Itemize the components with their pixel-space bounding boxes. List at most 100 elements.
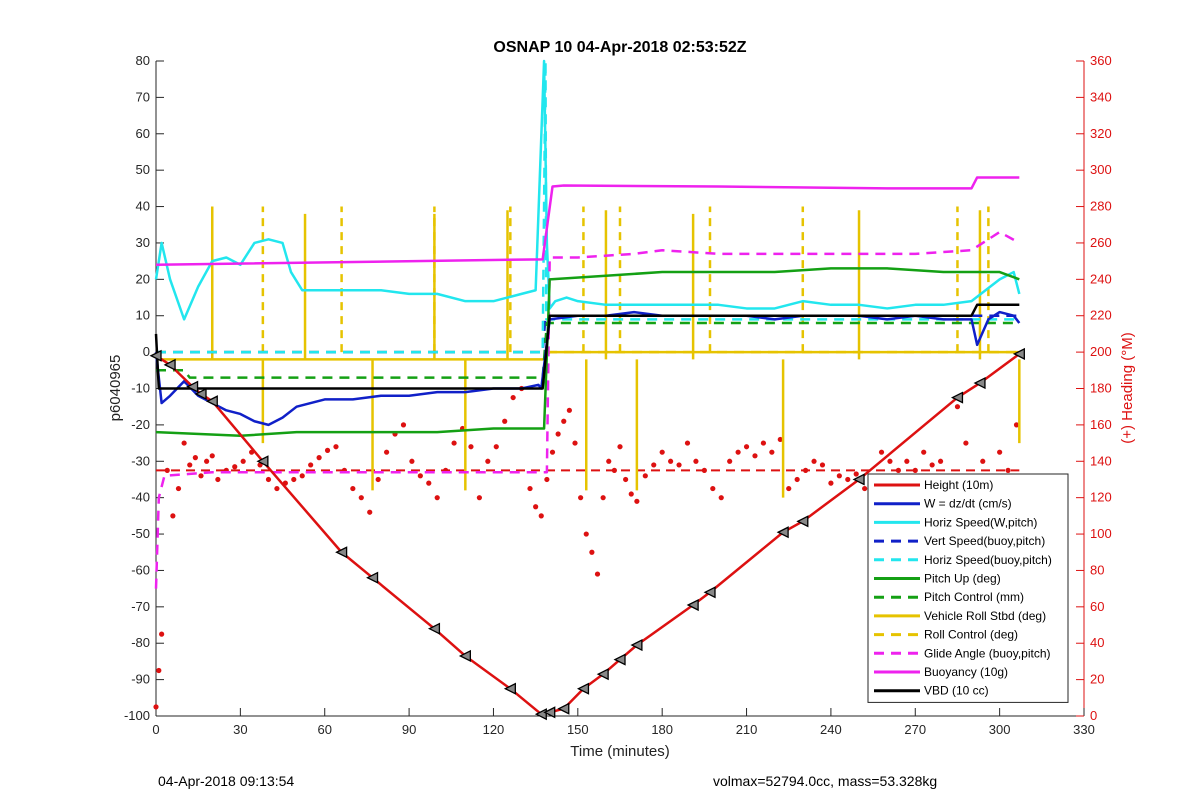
legend-label: Vehicle Roll Stbd (deg) bbox=[924, 609, 1046, 623]
heading-point bbox=[600, 495, 606, 501]
y2-tick-label: 340 bbox=[1090, 89, 1112, 104]
heading-point bbox=[651, 462, 657, 468]
heading-point bbox=[409, 458, 415, 464]
heading-point bbox=[566, 407, 572, 413]
heading-point bbox=[623, 476, 629, 483]
y2-tick-label: 80 bbox=[1090, 562, 1104, 577]
heading-point bbox=[159, 631, 165, 637]
y-tick-label: 50 bbox=[136, 162, 150, 177]
y2-tick-label: 0 bbox=[1090, 708, 1097, 723]
heading-point bbox=[232, 464, 238, 470]
legend: Height (10m) W = dz/dt (cm/s) Horiz Speed(… bbox=[867, 473, 1069, 703]
heading-point bbox=[476, 495, 482, 501]
y-tick-label: 0 bbox=[143, 344, 150, 359]
heading-point bbox=[589, 549, 595, 555]
y-tick-label: -40 bbox=[131, 490, 150, 505]
height-marker bbox=[973, 376, 986, 390]
heading-point bbox=[642, 473, 648, 479]
height-marker bbox=[205, 395, 218, 408]
heading-point bbox=[156, 667, 162, 674]
heading-point bbox=[693, 458, 699, 464]
height-marker bbox=[1012, 347, 1025, 360]
chart: 0 30 60 90 120 150 180 210 240 270 300 330-100-90-8… bbox=[107, 39, 1136, 760]
series-pitch-up-deg bbox=[155, 267, 1020, 438]
heading-point bbox=[383, 449, 390, 455]
heading-point bbox=[954, 404, 961, 410]
y2-tick-label: 360 bbox=[1090, 53, 1112, 68]
heading-point bbox=[794, 476, 800, 483]
heading-point bbox=[676, 462, 682, 468]
heading-point bbox=[538, 513, 544, 519]
y-tick-label: 80 bbox=[136, 53, 150, 68]
height-marker bbox=[366, 571, 379, 584]
heading-point bbox=[853, 471, 859, 477]
series-glide-angle-buoy-pitch bbox=[154, 230, 1020, 589]
heading-point bbox=[718, 495, 724, 501]
heading-point bbox=[937, 458, 944, 464]
heading-point bbox=[485, 458, 491, 464]
height-marker bbox=[503, 682, 516, 695]
heading-point bbox=[727, 458, 733, 464]
heading-point bbox=[324, 447, 331, 453]
heading-point bbox=[878, 449, 885, 455]
height-marker bbox=[703, 586, 716, 599]
y-tick-label: -10 bbox=[131, 381, 150, 396]
heading-point bbox=[502, 418, 508, 424]
y-tick-label: -60 bbox=[131, 562, 150, 577]
heading-point bbox=[743, 444, 750, 450]
heading-point bbox=[594, 571, 601, 577]
heading-point bbox=[572, 440, 578, 446]
height-marker bbox=[149, 349, 162, 362]
y2-tick-label: 300 bbox=[1090, 162, 1112, 177]
legend-label: Glide Angle (buoy,pitch) bbox=[924, 646, 1051, 660]
heading-point bbox=[198, 473, 204, 479]
heading-point bbox=[828, 480, 834, 486]
height-marker bbox=[613, 653, 626, 666]
height-marker bbox=[543, 706, 556, 719]
y2-tick-label: 140 bbox=[1090, 453, 1112, 468]
height-marker bbox=[427, 622, 441, 635]
heading-point bbox=[980, 458, 986, 464]
series-height-10m bbox=[155, 352, 1021, 716]
heading-point bbox=[583, 531, 589, 537]
series-buoyancy-10g bbox=[155, 176, 1020, 267]
x-tick-label: 210 bbox=[736, 722, 758, 737]
heading-point bbox=[170, 513, 176, 519]
heading-point bbox=[510, 394, 516, 401]
heading-point bbox=[1005, 467, 1011, 473]
y-tick-label: -90 bbox=[131, 672, 150, 687]
legend-label: VBD (10 cc) bbox=[924, 684, 989, 698]
heading-point bbox=[192, 455, 198, 461]
y2-tick-label: 40 bbox=[1090, 635, 1104, 650]
series-horiz-speed-w-pitch bbox=[154, 59, 1021, 321]
heading-point bbox=[544, 476, 550, 483]
heading-point bbox=[769, 449, 775, 455]
heading-point bbox=[187, 462, 193, 468]
heading-point bbox=[668, 458, 674, 464]
legend-label: Roll Control (deg) bbox=[924, 628, 1018, 642]
heading-point bbox=[836, 473, 842, 479]
heading-point bbox=[164, 467, 170, 473]
legend-box bbox=[867, 473, 1069, 703]
heading-point bbox=[291, 476, 297, 483]
heading-point bbox=[606, 458, 612, 464]
heading-point bbox=[777, 436, 783, 443]
y-tick-label: -30 bbox=[131, 453, 150, 468]
heading-point bbox=[375, 476, 381, 483]
y-tick-label: 20 bbox=[136, 271, 150, 286]
y2-tick-label: 220 bbox=[1090, 308, 1112, 323]
series-pitch-control-mm bbox=[156, 321, 1020, 379]
y2-tick-label: 180 bbox=[1090, 381, 1112, 396]
heading-point bbox=[417, 473, 423, 479]
heading-point bbox=[555, 431, 561, 437]
y2-tick-label: 100 bbox=[1090, 526, 1112, 541]
heading-point bbox=[634, 498, 640, 504]
heading-point bbox=[308, 462, 314, 468]
heading-point bbox=[265, 476, 272, 483]
height-marker bbox=[534, 708, 547, 721]
y-tick-label: 60 bbox=[136, 126, 150, 141]
y-tick-label: -100 bbox=[124, 708, 150, 723]
y-tick-label: -70 bbox=[131, 599, 150, 614]
height-marker bbox=[796, 515, 809, 528]
heading-point bbox=[367, 509, 373, 515]
